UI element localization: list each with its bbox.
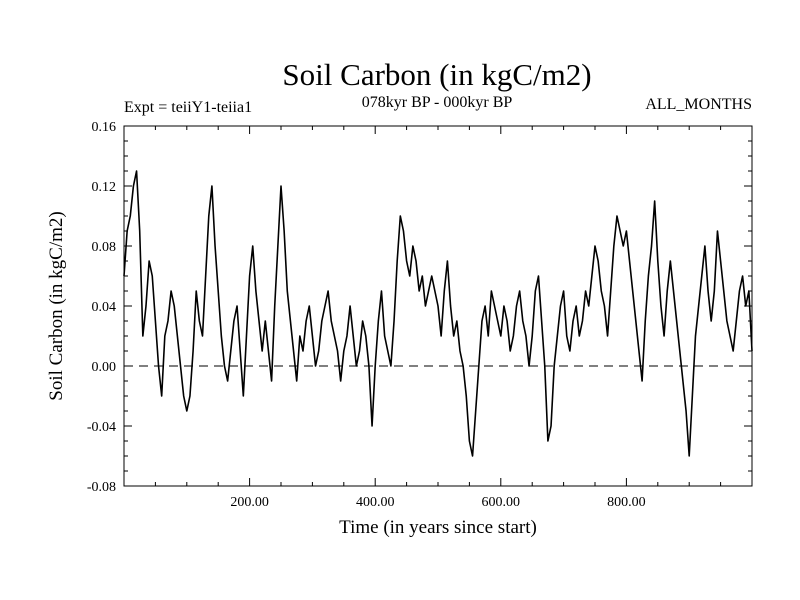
months-label: ALL_MONTHS bbox=[645, 96, 752, 113]
y-tick-label: -0.08 bbox=[87, 480, 116, 495]
y-tick-label: 0.00 bbox=[92, 360, 117, 375]
y-tick-label: 0.08 bbox=[92, 240, 117, 255]
chart-title: Soil Carbon (in kgC/m2) bbox=[282, 57, 591, 92]
experiment-label: Expt = teiiY1-teiia1 bbox=[124, 99, 252, 116]
y-tick-label: -0.04 bbox=[87, 420, 116, 435]
y-tick-label: 0.04 bbox=[92, 300, 117, 315]
y-axis-label: Soil Carbon (in kgC/m2) bbox=[46, 211, 67, 400]
y-tick-label: 0.12 bbox=[92, 180, 117, 195]
x-tick-label: 600.00 bbox=[482, 495, 521, 510]
x-tick-label: 400.00 bbox=[356, 495, 395, 510]
soil-carbon-series-line bbox=[123, 170, 753, 457]
y-axis: -0.08 -0.04 0.00 0.04 0.08 0.12 0.16 bbox=[87, 120, 752, 495]
x-axis: 200.00 400.00 600.00 800.00 bbox=[123, 126, 753, 510]
x-tick-label: 200.00 bbox=[230, 495, 269, 510]
y-tick-label: 0.16 bbox=[92, 120, 117, 135]
period-label: 078kyr BP - 000kyr BP bbox=[362, 94, 513, 111]
x-tick-label: 800.00 bbox=[607, 495, 646, 510]
x-axis-label: Time (in years since start) bbox=[339, 517, 537, 538]
